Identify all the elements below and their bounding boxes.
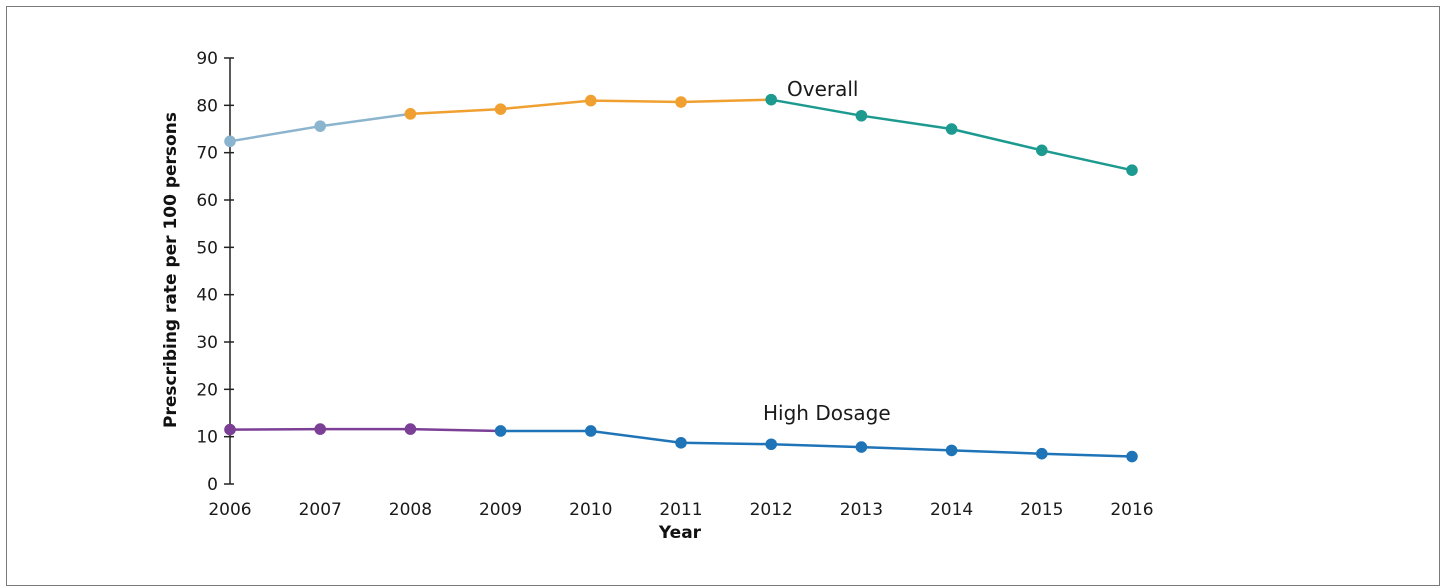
x-tick-label: 2008	[389, 500, 432, 520]
high-dosage-line-segment	[500, 429, 1133, 458]
x-tick-label: 2012	[750, 500, 793, 520]
y-tick-label: 80	[196, 96, 218, 116]
series-label-overall: Overall	[787, 77, 858, 101]
x-tick-label: 2013	[840, 500, 883, 520]
overall-point	[675, 96, 687, 108]
high-dosage-point	[1126, 450, 1138, 463]
y-tick-label: 10	[196, 428, 218, 448]
y-tick-label: 20	[196, 380, 218, 400]
series-label-high-dosage: High Dosage	[763, 401, 891, 425]
overall-point	[945, 123, 958, 135]
high-dosage-point	[945, 444, 958, 457]
overall-point	[494, 103, 507, 115]
x-tick-label: 2010	[569, 500, 612, 520]
y-tick-label: 40	[196, 286, 218, 306]
y-tick-label: 70	[196, 144, 218, 164]
high-dosage-point	[1036, 447, 1048, 460]
y-tick-label: 30	[196, 333, 218, 353]
high-dosage-point	[585, 425, 597, 437]
high-dosage-point	[224, 423, 236, 436]
high-dosage-point	[404, 423, 417, 435]
overall-point	[765, 93, 777, 106]
high-dosage-line-segment	[229, 427, 501, 433]
y-tick-label: 50	[196, 238, 218, 258]
y-axis-title: Prescribing rate per 100 persons	[161, 112, 181, 428]
x-tick-label: 2016	[1110, 500, 1153, 520]
overall-point	[224, 135, 236, 148]
high-dosage-point	[675, 437, 687, 449]
y-tick-label: 0	[207, 475, 218, 495]
high-dosage-point	[314, 423, 327, 435]
x-tick-label: 2007	[299, 500, 342, 520]
high-dosage-point	[765, 438, 777, 451]
overall-point	[1036, 144, 1048, 157]
x-axis-title: Year	[658, 523, 702, 543]
overall-point	[404, 108, 417, 120]
overall-point	[855, 109, 868, 122]
y-tick-label: 60	[196, 191, 218, 211]
overall-point	[314, 120, 327, 132]
high-dosage-point	[855, 441, 868, 453]
y-tick-label: 90	[196, 49, 218, 69]
x-tick-label: 2009	[479, 500, 522, 520]
overall-point	[585, 94, 597, 107]
overall-point	[1126, 164, 1138, 176]
overall-line-segment	[770, 98, 1133, 172]
chart-frame	[6, 6, 1440, 586]
x-tick-label: 2014	[930, 500, 973, 520]
x-tick-label: 2015	[1020, 500, 1063, 520]
x-tick-label: 2011	[659, 500, 702, 520]
high-dosage-point	[494, 425, 507, 437]
x-tick-label: 2006	[208, 500, 251, 520]
